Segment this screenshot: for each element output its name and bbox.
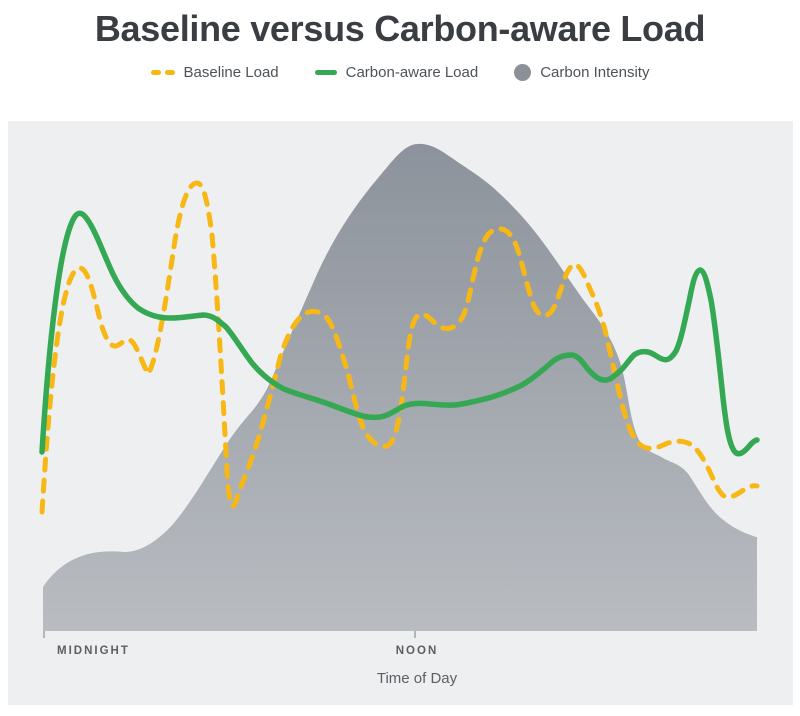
legend-label: Baseline Load (183, 64, 279, 81)
x-axis-tick-marks (43, 631, 416, 638)
legend-label: Carbon Intensity (540, 64, 650, 81)
chart-canvas (39, 143, 760, 638)
legend-item-baseline-load: Baseline Load (150, 64, 279, 81)
x-tick-label-midnight: MIDNIGHT (57, 645, 130, 657)
chart-legend: Baseline Load Carbon-aware Load Carbon I… (0, 64, 800, 81)
baseline-load-line (39, 180, 760, 515)
carbon-aware-load-line (39, 210, 760, 457)
carbon-intensity-area (43, 143, 757, 631)
plot-area (8, 121, 793, 705)
legend-label: Carbon-aware Load (345, 64, 479, 81)
carbon-aware-load-line-swatch-icon (314, 70, 337, 75)
legend-item-carbon-intensity: Carbon Intensity (514, 64, 649, 81)
baseline-load-dashed-swatch-icon (150, 70, 175, 75)
carbon-intensity-circle-swatch-icon (514, 64, 532, 81)
x-tick-label-noon: NOON (395, 645, 439, 657)
legend-item-carbon-aware-load: Carbon-aware Load (314, 64, 479, 81)
chart-title: Baseline versus Carbon-aware Load (94, 8, 706, 49)
x-axis-title: Time of Day (376, 670, 458, 687)
